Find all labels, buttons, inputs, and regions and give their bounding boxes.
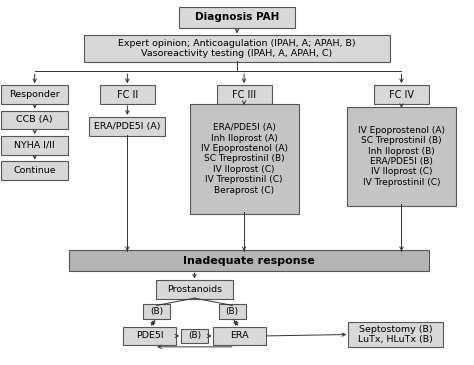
Text: FC II: FC II bbox=[117, 89, 138, 100]
Text: ERA/PDE5I (A)
Inh Iloprost (A)
IV Epoprostenol (A)
SC Treprostinil (B)
IV Ilopro: ERA/PDE5I (A) Inh Iloprost (A) IV Epopro… bbox=[201, 123, 288, 195]
FancyBboxPatch shape bbox=[179, 7, 295, 28]
Text: Expert opinion; Anticoagulation (IPAH, A; APAH, B)
Vasoreactivity testing (IPAH,: Expert opinion; Anticoagulation (IPAH, A… bbox=[118, 39, 356, 58]
FancyBboxPatch shape bbox=[1, 136, 68, 155]
FancyBboxPatch shape bbox=[181, 328, 208, 343]
FancyBboxPatch shape bbox=[219, 304, 246, 319]
FancyBboxPatch shape bbox=[1, 85, 68, 104]
Text: CCB (A): CCB (A) bbox=[17, 115, 53, 124]
FancyBboxPatch shape bbox=[347, 107, 456, 205]
Text: FC III: FC III bbox=[232, 89, 256, 100]
FancyBboxPatch shape bbox=[100, 85, 155, 104]
Text: (B): (B) bbox=[150, 307, 163, 316]
Text: (B): (B) bbox=[188, 331, 201, 341]
FancyBboxPatch shape bbox=[89, 117, 165, 135]
FancyBboxPatch shape bbox=[156, 280, 233, 299]
FancyBboxPatch shape bbox=[190, 104, 299, 214]
Text: Responder: Responder bbox=[9, 90, 60, 99]
Text: NYHA I/II: NYHA I/II bbox=[14, 141, 55, 150]
Text: Prostanoids: Prostanoids bbox=[167, 285, 222, 294]
FancyBboxPatch shape bbox=[143, 304, 170, 319]
FancyBboxPatch shape bbox=[1, 161, 68, 180]
FancyBboxPatch shape bbox=[213, 327, 265, 345]
FancyBboxPatch shape bbox=[374, 85, 429, 104]
Text: IV Epoprostenol (A)
SC Treprostinil (B)
Inh Iloprost (B)
ERA/PDE5I (B)
IV Ilopro: IV Epoprostenol (A) SC Treprostinil (B) … bbox=[358, 126, 445, 187]
Text: Septostomy (B)
LuTx, HLuTx (B): Septostomy (B) LuTx, HLuTx (B) bbox=[358, 325, 433, 344]
Text: (B): (B) bbox=[226, 307, 239, 316]
FancyBboxPatch shape bbox=[217, 85, 272, 104]
FancyBboxPatch shape bbox=[348, 322, 443, 347]
Text: PDE5I: PDE5I bbox=[136, 331, 164, 341]
Text: Diagnosis PAH: Diagnosis PAH bbox=[195, 12, 279, 22]
FancyBboxPatch shape bbox=[123, 327, 176, 345]
Text: ERA/PDE5I (A): ERA/PDE5I (A) bbox=[94, 122, 161, 131]
Text: Inadequate response: Inadequate response bbox=[183, 255, 315, 266]
FancyBboxPatch shape bbox=[1, 111, 68, 130]
FancyBboxPatch shape bbox=[70, 250, 429, 271]
Text: Continue: Continue bbox=[13, 166, 56, 175]
FancyBboxPatch shape bbox=[84, 35, 390, 62]
Text: FC IV: FC IV bbox=[389, 89, 414, 100]
Text: ERA: ERA bbox=[230, 331, 249, 341]
